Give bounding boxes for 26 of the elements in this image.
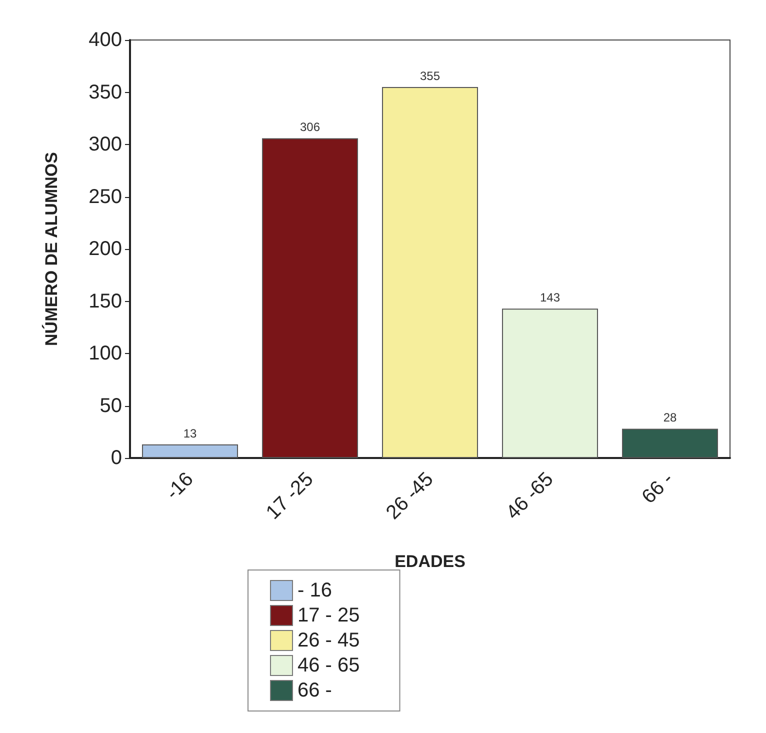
y-tick-label: 250 (88, 186, 122, 208)
data-label: 28 (663, 410, 677, 425)
x-tick-label: 66 - (638, 468, 678, 508)
y-axis-title: NÚMERO DE ALUMNOS (41, 152, 61, 346)
legend-label: 17 - 25 (298, 604, 360, 626)
y-tick-label: 300 (88, 134, 122, 156)
x-tick-label: 46 -65 (502, 468, 558, 524)
x-axis-title: EDADES (394, 552, 466, 571)
x-tick-label: 26 -45 (382, 468, 438, 524)
data-label: 355 (420, 69, 440, 84)
y-tick-label: 350 (88, 81, 122, 104)
data-label: 306 (300, 120, 320, 134)
x-tick-label: -16 (162, 468, 198, 504)
legend-label: 46 - 65 (298, 654, 360, 676)
legend-label: 66 - (298, 680, 332, 702)
legend-label: 26 - 45 (298, 630, 360, 652)
data-label: 143 (540, 290, 560, 305)
y-tick-label: 50 (100, 394, 122, 417)
y-tick-label: 100 (88, 342, 122, 364)
y-tick-label: 400 (88, 29, 122, 51)
y-tick-label: 150 (88, 290, 122, 312)
data-label: 13 (183, 426, 197, 440)
legend-label: - 16 (298, 580, 332, 602)
x-tick-label: 17 -25 (262, 468, 318, 524)
y-tick-label: 0 (110, 447, 122, 469)
y-tick-label: 200 (88, 238, 122, 260)
